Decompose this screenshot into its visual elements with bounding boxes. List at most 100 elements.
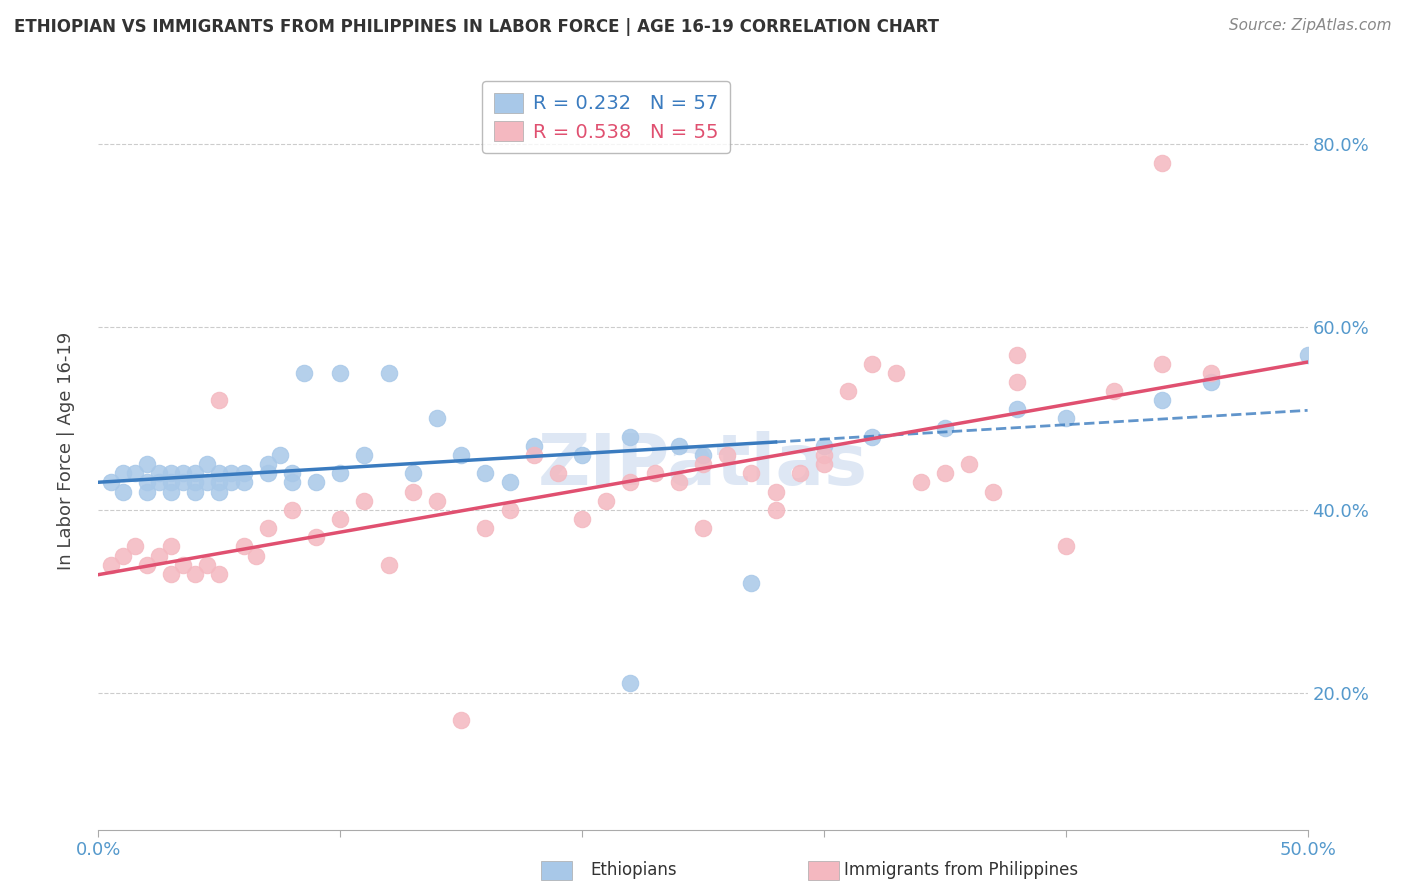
Point bbox=[111, 549, 134, 563]
Point bbox=[692, 457, 714, 471]
Point bbox=[124, 540, 146, 554]
Point bbox=[135, 475, 157, 490]
Point bbox=[813, 457, 835, 471]
Point bbox=[148, 467, 170, 481]
Point bbox=[329, 467, 352, 481]
Point bbox=[269, 448, 291, 462]
Point bbox=[305, 475, 328, 490]
Point bbox=[329, 366, 352, 380]
Point bbox=[837, 384, 859, 398]
Point bbox=[571, 448, 593, 462]
Point bbox=[232, 540, 254, 554]
Point bbox=[886, 366, 908, 380]
Point bbox=[111, 484, 134, 499]
Point bbox=[402, 484, 425, 499]
Point bbox=[474, 467, 496, 481]
Point bbox=[172, 475, 194, 490]
Point bbox=[716, 448, 738, 462]
Text: Immigrants from Philippines: Immigrants from Philippines bbox=[844, 861, 1078, 879]
Point bbox=[148, 475, 170, 490]
Point bbox=[184, 566, 207, 581]
Point bbox=[450, 713, 472, 727]
Point bbox=[1102, 384, 1125, 398]
Point bbox=[523, 448, 546, 462]
Point bbox=[160, 475, 183, 490]
Point bbox=[595, 493, 617, 508]
Point bbox=[135, 484, 157, 499]
Point bbox=[305, 530, 328, 544]
Point bbox=[765, 484, 787, 499]
Point bbox=[195, 558, 218, 572]
Point bbox=[547, 467, 569, 481]
Point bbox=[160, 484, 183, 499]
Text: Ethiopians: Ethiopians bbox=[591, 861, 678, 879]
Point bbox=[619, 475, 641, 490]
Point bbox=[208, 475, 231, 490]
Point bbox=[1199, 375, 1222, 389]
Point bbox=[208, 393, 231, 408]
Point bbox=[740, 467, 762, 481]
Point bbox=[1007, 375, 1029, 389]
Point bbox=[256, 467, 278, 481]
Point bbox=[813, 448, 835, 462]
Point bbox=[668, 439, 690, 453]
Point bbox=[329, 512, 352, 526]
Point bbox=[281, 467, 304, 481]
Point bbox=[184, 484, 207, 499]
Text: Source: ZipAtlas.com: Source: ZipAtlas.com bbox=[1229, 18, 1392, 33]
Point bbox=[377, 558, 399, 572]
Point bbox=[934, 420, 956, 434]
Point bbox=[1007, 347, 1029, 361]
Point bbox=[789, 467, 811, 481]
Point bbox=[160, 566, 183, 581]
Point bbox=[692, 448, 714, 462]
Point bbox=[353, 448, 375, 462]
Point bbox=[160, 540, 183, 554]
Point bbox=[245, 549, 267, 563]
Point bbox=[813, 439, 835, 453]
Text: ETHIOPIAN VS IMMIGRANTS FROM PHILIPPINES IN LABOR FORCE | AGE 16-19 CORRELATION : ETHIOPIAN VS IMMIGRANTS FROM PHILIPPINES… bbox=[14, 18, 939, 36]
Point bbox=[981, 484, 1004, 499]
Point bbox=[256, 521, 278, 535]
Point bbox=[450, 448, 472, 462]
Point bbox=[740, 575, 762, 590]
Y-axis label: In Labor Force | Age 16-19: In Labor Force | Age 16-19 bbox=[56, 331, 75, 570]
Point bbox=[232, 467, 254, 481]
Point bbox=[498, 475, 520, 490]
Point bbox=[619, 676, 641, 690]
Point bbox=[221, 475, 243, 490]
Point bbox=[232, 475, 254, 490]
Point bbox=[1296, 347, 1319, 361]
Point bbox=[124, 467, 146, 481]
Point bbox=[281, 503, 304, 517]
Point bbox=[1007, 402, 1029, 417]
Point bbox=[184, 467, 207, 481]
Point bbox=[292, 366, 315, 380]
Point bbox=[1054, 540, 1077, 554]
Text: ZIPatlas: ZIPatlas bbox=[538, 431, 868, 500]
Point bbox=[135, 457, 157, 471]
Point bbox=[619, 430, 641, 444]
Legend: R = 0.232   N = 57, R = 0.538   N = 55: R = 0.232 N = 57, R = 0.538 N = 55 bbox=[482, 81, 730, 153]
Point bbox=[172, 558, 194, 572]
Point bbox=[377, 366, 399, 380]
Point bbox=[1152, 357, 1174, 371]
Point bbox=[208, 484, 231, 499]
Point bbox=[1199, 366, 1222, 380]
Point bbox=[474, 521, 496, 535]
Point bbox=[668, 475, 690, 490]
Point bbox=[208, 467, 231, 481]
Point bbox=[426, 493, 449, 508]
Point bbox=[957, 457, 980, 471]
Point bbox=[910, 475, 932, 490]
Point bbox=[184, 475, 207, 490]
Point bbox=[160, 467, 183, 481]
Point bbox=[111, 467, 134, 481]
Point bbox=[256, 457, 278, 471]
Point bbox=[172, 467, 194, 481]
Point bbox=[1152, 155, 1174, 169]
Point bbox=[498, 503, 520, 517]
Point bbox=[221, 467, 243, 481]
Point bbox=[100, 558, 122, 572]
Point bbox=[765, 503, 787, 517]
